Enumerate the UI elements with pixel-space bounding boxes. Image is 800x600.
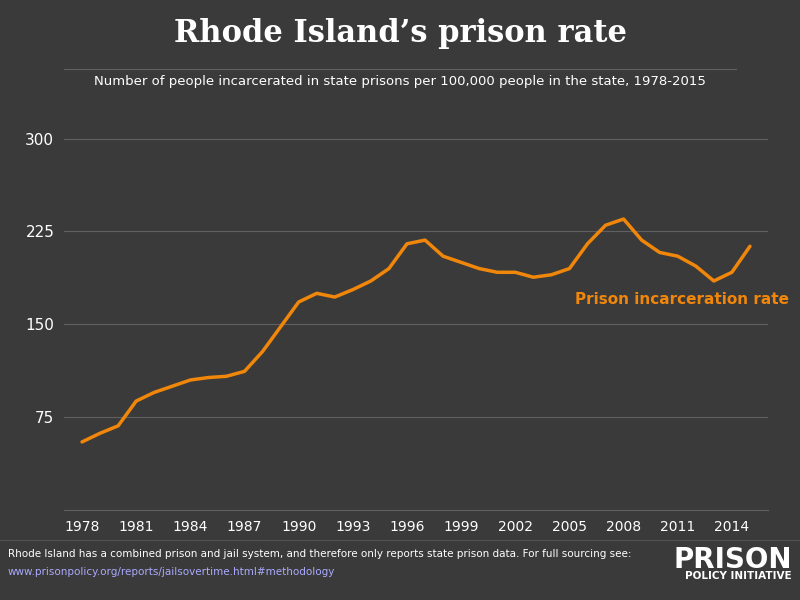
Text: www.prisonpolicy.org/reports/jailsovertime.html#methodology: www.prisonpolicy.org/reports/jailsoverti… (8, 567, 335, 577)
Text: PRISON: PRISON (674, 546, 792, 574)
Text: Number of people incarcerated in state prisons per 100,000 people in the state, : Number of people incarcerated in state p… (94, 75, 706, 88)
Text: POLICY INITIATIVE: POLICY INITIATIVE (686, 571, 792, 581)
Text: Rhode Island has a combined prison and jail system, and therefore only reports s: Rhode Island has a combined prison and j… (8, 549, 631, 559)
Text: Prison incarceration rate: Prison incarceration rate (575, 292, 789, 307)
Text: Rhode Island’s prison rate: Rhode Island’s prison rate (174, 18, 626, 49)
